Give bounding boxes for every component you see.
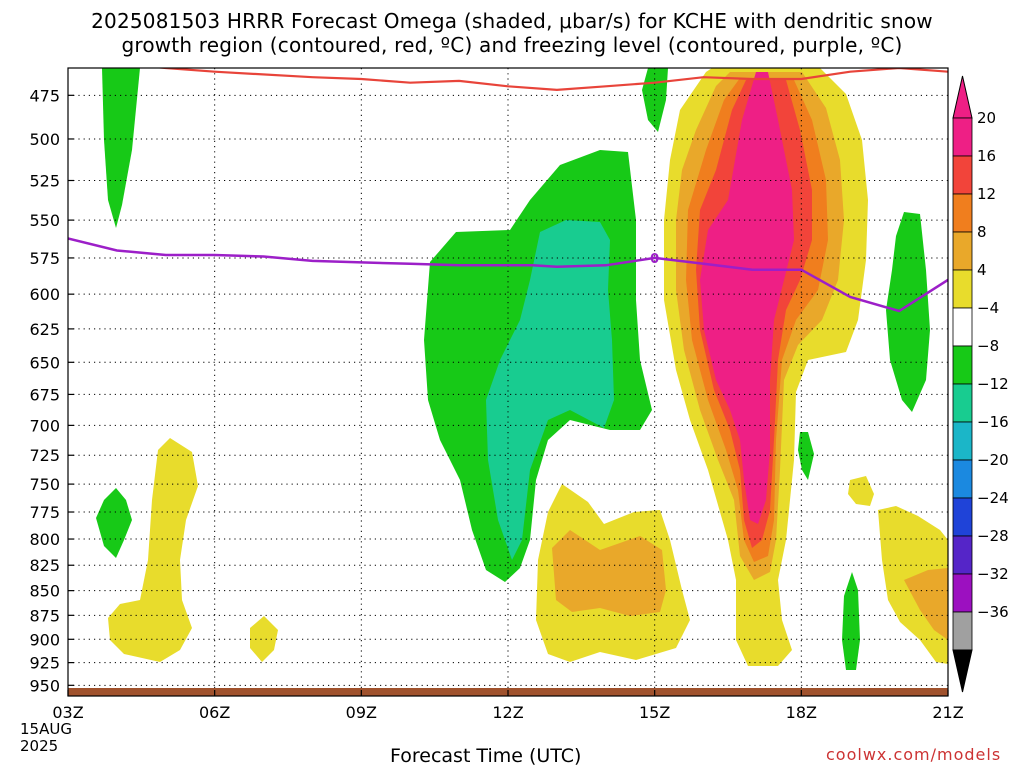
y-tick-label: 500 [29, 130, 60, 149]
omega-area-pos8 [904, 568, 948, 640]
y-tick-label: 900 [29, 630, 60, 649]
omega-area-neg4 [842, 572, 860, 670]
start-day-label: 15AUG [20, 720, 72, 738]
colorbar-label: 16 [977, 147, 996, 165]
colorbar-swatch [952, 611, 973, 651]
x-axis-label: Forecast Time (UTC) [390, 745, 582, 767]
colorbar-label: −4 [977, 299, 999, 317]
colorbar-label: −20 [977, 451, 1009, 469]
y-tick-label: 850 [29, 582, 60, 601]
y-tick-label: 575 [29, 249, 60, 268]
colorbar-bottom-arrow [952, 649, 973, 693]
x-tick-label: 12Z [492, 703, 523, 722]
omega-area-neg4 [96, 488, 132, 558]
x-tick-label: 21Z [932, 703, 963, 722]
y-tick-label: 875 [29, 606, 60, 625]
omega-shading [96, 68, 948, 670]
omega-area-neg4 [798, 432, 814, 480]
y-tick-label: 800 [29, 530, 60, 549]
colorbar-label: −24 [977, 489, 1009, 507]
chart-title-line1: 2025081503 HRRR Forecast Omega (shaded, … [91, 9, 933, 33]
colorbar-label: −28 [977, 527, 1009, 545]
colorbar-label: −36 [977, 603, 1009, 621]
freezing-level-contour [68, 237, 948, 313]
colorbar-swatch [952, 383, 973, 423]
y-tick-label: 925 [29, 654, 60, 673]
x-tick-label: 15Z [639, 703, 670, 722]
x-axis: 03Z 06Z 09Z 12Z 15Z 18Z 21Z [52, 690, 964, 722]
colorbar-label: −16 [977, 413, 1009, 431]
colorbar-swatch [952, 193, 973, 233]
omega-area-pos20 [700, 72, 794, 524]
source-credit: coolwx.com/models [826, 745, 1002, 764]
omega-area-pos4 [848, 476, 874, 506]
y-tick-label: 750 [29, 475, 60, 494]
y-tick-label: 525 [29, 172, 60, 191]
colorbar-label: −8 [977, 337, 999, 355]
x-tick-label: 06Z [199, 703, 230, 722]
colorbar-label: 20 [977, 109, 996, 127]
colorbar-swatch [952, 117, 973, 157]
y-tick-label: 950 [29, 676, 60, 695]
colorbar-swatch [952, 307, 973, 347]
omega-area-pos8 [552, 530, 666, 616]
colorbar-swatch [952, 573, 973, 613]
y-tick-label: 675 [29, 385, 60, 404]
omega-area-neg8 [486, 220, 614, 560]
colorbar-label: −12 [977, 375, 1009, 393]
colorbar-swatch [952, 269, 973, 309]
y-tick-label: 550 [29, 211, 60, 230]
freezing-level-label: 0 [650, 252, 659, 267]
chart-title-line2: growth region (contoured, red, ºC) and f… [121, 33, 903, 57]
colorbar-swatch [952, 459, 973, 499]
y-tick-label: 475 [29, 86, 60, 105]
colorbar-swatch [952, 345, 973, 385]
x-tick-label: 18Z [786, 703, 817, 722]
y-tick-label: 775 [29, 503, 60, 522]
omega-area-pos4 [250, 616, 278, 662]
y-tick-label: 600 [29, 285, 60, 304]
omega-area-neg4 [886, 212, 930, 412]
colorbar-swatch [952, 231, 973, 271]
dendritic-growth-contour [154, 68, 948, 92]
y-axis: 475 500 525 550 575 600 625 650 675 700 725 750 775 8… [29, 86, 74, 695]
colorbar: 20 16 12 8 4 −4 −8 −12 −16 −20 −24 −28 −32 −36 [952, 75, 1009, 693]
colorbar-swatch [952, 497, 973, 537]
y-tick-label: 700 [29, 416, 60, 435]
y-tick-label: 825 [29, 556, 60, 575]
y-tick-label: 625 [29, 320, 60, 339]
start-year-label: 2025 [20, 737, 59, 755]
colorbar-label: 12 [977, 185, 996, 203]
colorbar-swatch [952, 155, 973, 195]
colorbar-label: 8 [977, 223, 987, 241]
y-tick-label: 650 [29, 353, 60, 372]
x-tick-label: 09Z [346, 703, 377, 722]
colorbar-top-arrow [952, 75, 973, 119]
colorbar-swatch [952, 535, 973, 575]
x-tick-label: 03Z [52, 703, 83, 722]
colorbar-swatch [952, 421, 973, 461]
y-tick-label: 725 [29, 446, 60, 465]
omega-area-pos4 [108, 438, 198, 662]
grid-lines [68, 68, 948, 696]
omega-area-neg4 [102, 68, 140, 228]
colorbar-label: −32 [977, 565, 1009, 583]
colorbar-label: 4 [977, 261, 987, 279]
